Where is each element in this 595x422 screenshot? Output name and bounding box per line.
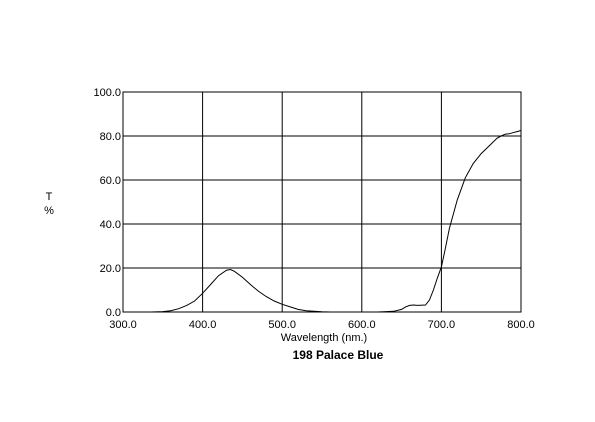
chart-title: 198 Palace Blue: [293, 348, 384, 362]
plot-frame: [122, 91, 522, 313]
y-tick-label: 100.0: [93, 87, 121, 99]
chart-grid: [122, 91, 522, 313]
series-line-transmittance: [150, 130, 522, 313]
y-tick-label: 40.0: [100, 219, 121, 231]
y-tick-label: 0.0: [106, 307, 121, 319]
y-axis-label-t: T: [46, 191, 53, 203]
x-tick-label: 700.0: [428, 319, 456, 331]
x-tick-labels: 300.0 400.0 500.0 600.0 700.0 800.0: [109, 319, 535, 331]
x-tick-label: 800.0: [507, 319, 535, 331]
x-tick-label: 500.0: [268, 319, 296, 331]
y-tick-label: 20.0: [100, 263, 121, 275]
y-tick-label: 60.0: [100, 175, 121, 187]
x-tick-label: 400.0: [189, 319, 217, 331]
x-tick-label: 300.0: [109, 319, 137, 331]
x-tick-label: 600.0: [348, 319, 376, 331]
y-tick-labels: 0.0 20.0 40.0 60.0 80.0 100.0: [93, 87, 121, 319]
y-axis-label-percent: %: [44, 205, 54, 217]
y-tick-label: 80.0: [100, 131, 121, 143]
x-axis-label: Wavelength (nm.): [281, 332, 367, 344]
